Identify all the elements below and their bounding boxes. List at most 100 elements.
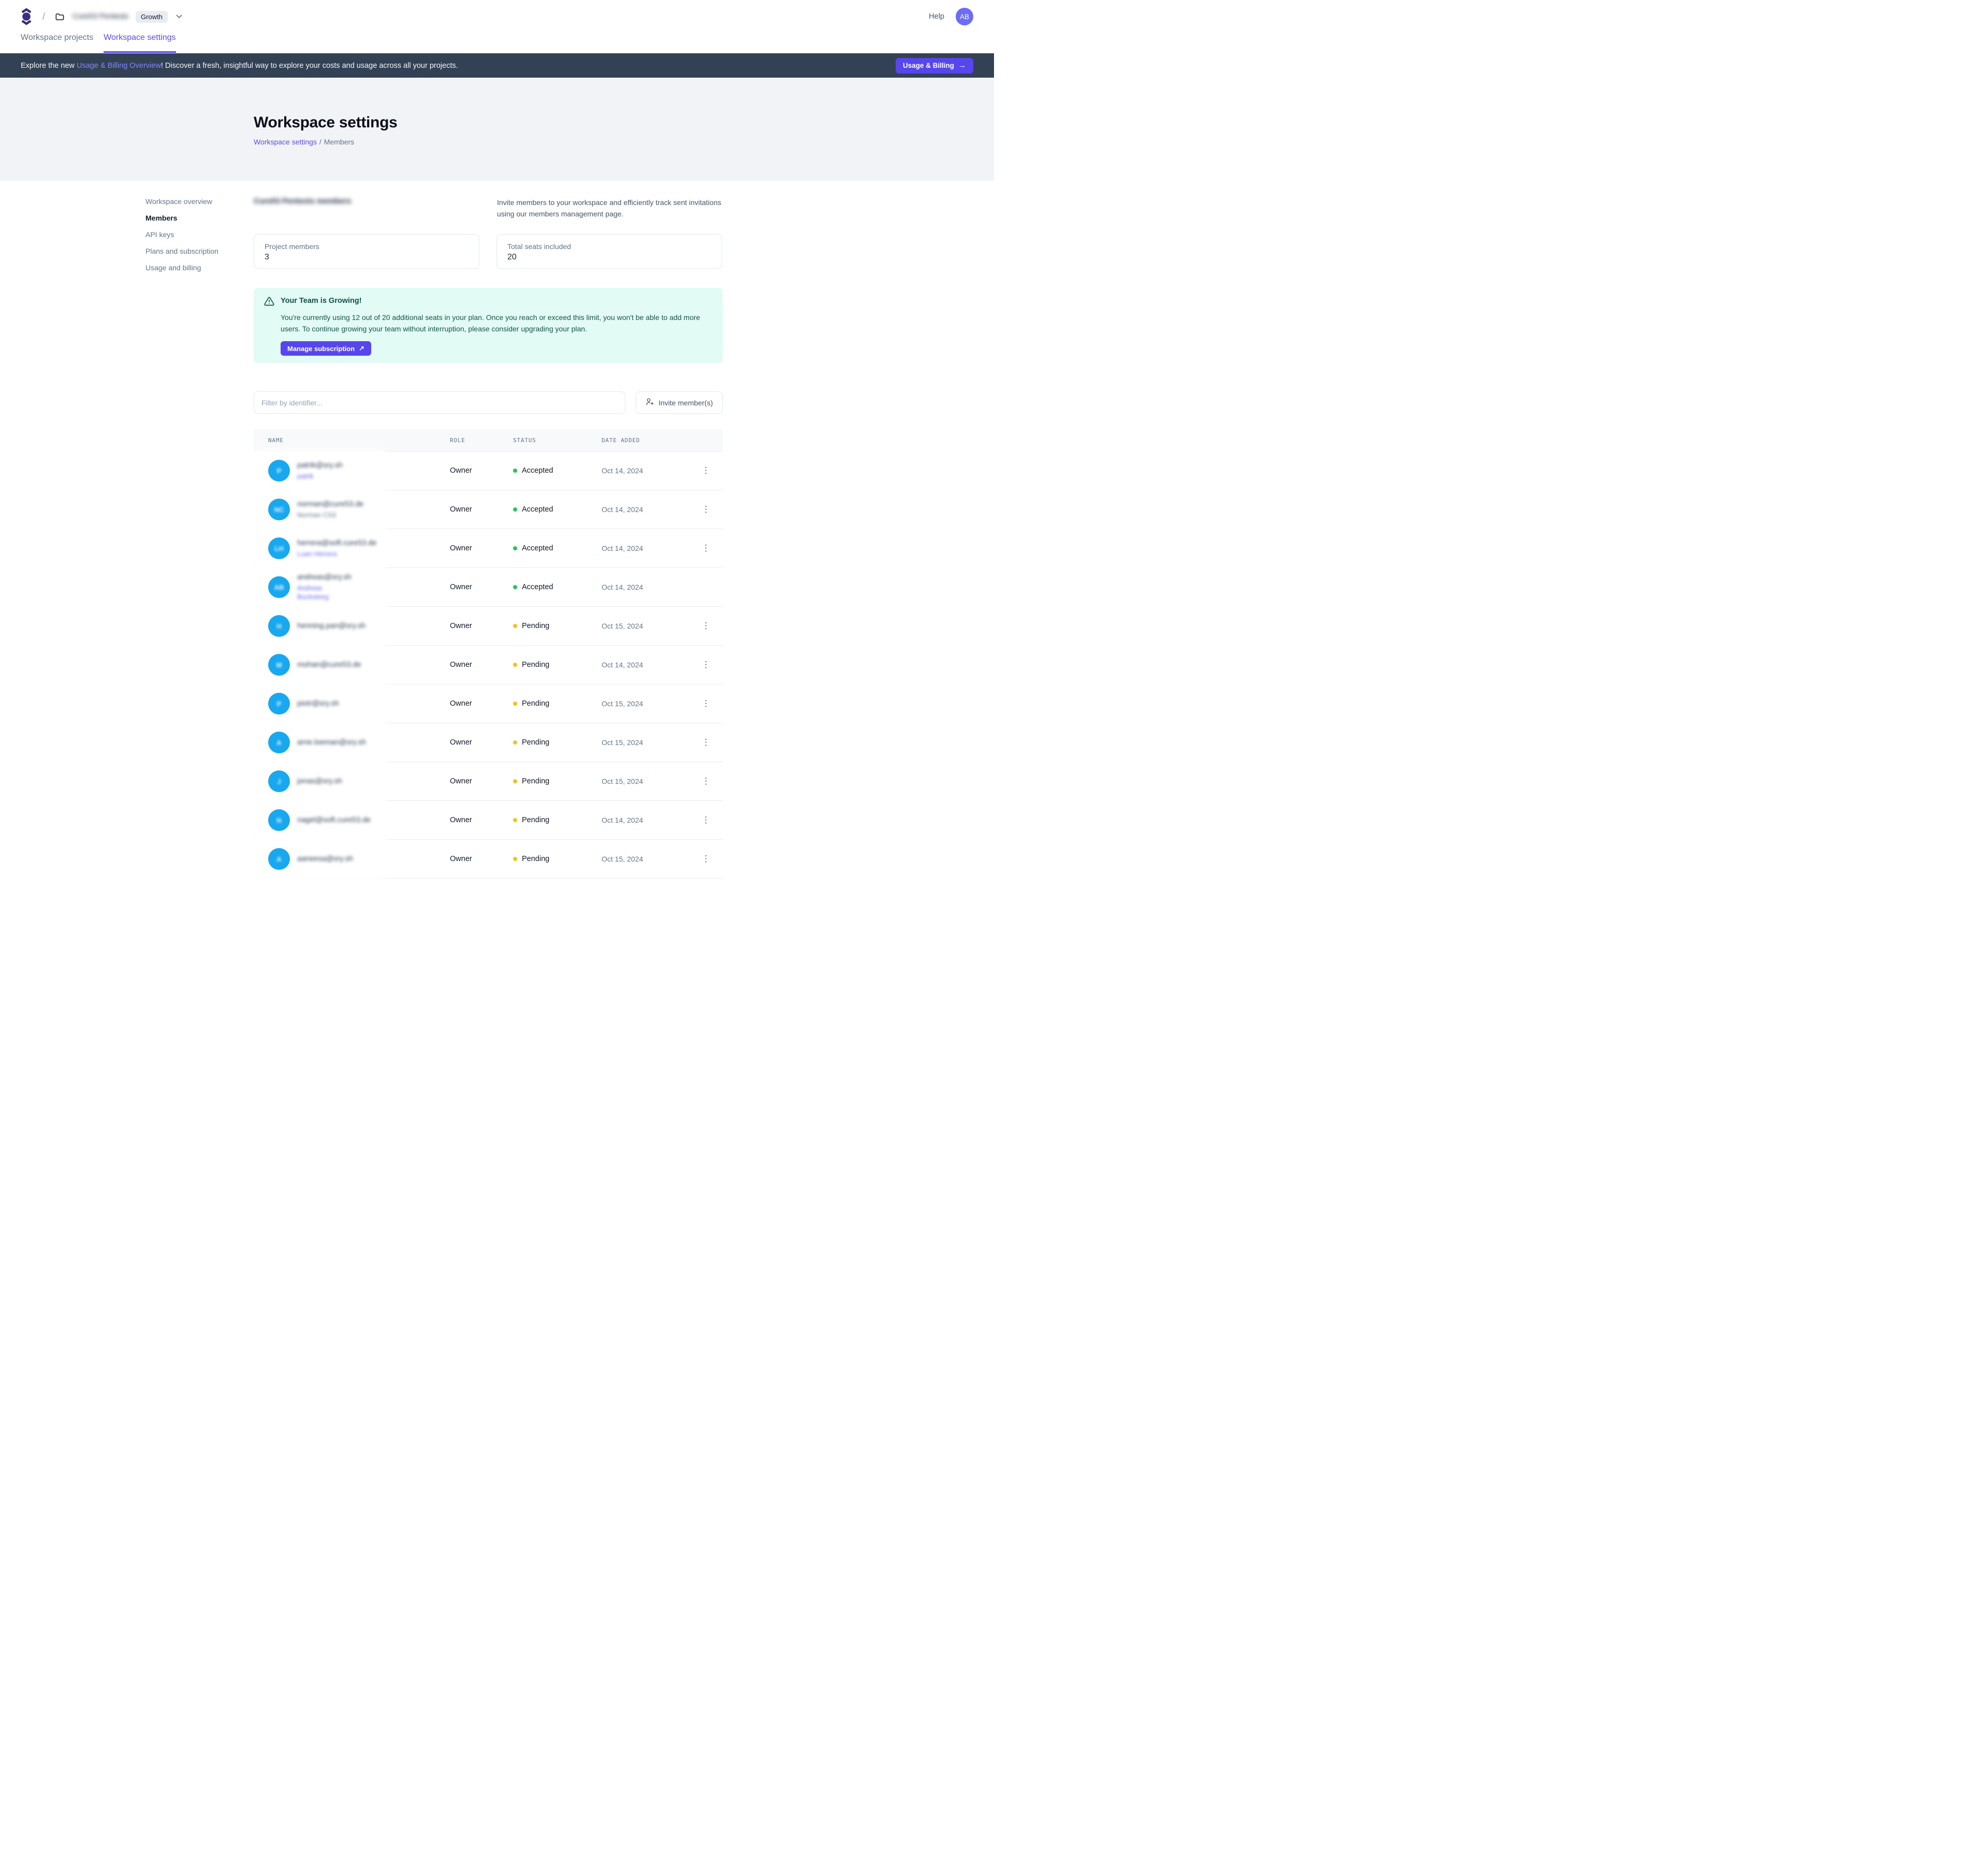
member-email: mohan@cure53.de xyxy=(297,661,361,669)
brand-logo-icon[interactable] xyxy=(21,8,32,25)
row-menu-button[interactable]: ⋮ xyxy=(701,776,710,786)
member-username[interactable]: Luan Herrera xyxy=(297,549,337,558)
avatar-initials: A xyxy=(276,738,282,747)
filter-input[interactable] xyxy=(254,391,625,414)
date-added: Oct 15, 2024 xyxy=(602,855,644,863)
row-menu-button[interactable]: ⋮ xyxy=(701,465,710,475)
member-email: andreas@sry.sh xyxy=(297,573,352,581)
table-row: A arne.loeman@sry.sh Owner Pending Oct 1… xyxy=(254,721,723,764)
sidebar-item-members[interactable]: Members xyxy=(145,214,178,222)
page-title: Workspace settings xyxy=(254,114,398,131)
row-menu-button[interactable]: ⋮ xyxy=(701,814,710,825)
row-actions: ⋮ xyxy=(689,660,723,670)
row-actions: ⋮ xyxy=(689,621,723,631)
date-added: Oct 15, 2024 xyxy=(602,622,644,630)
row-menu-button[interactable]: ⋮ xyxy=(701,698,710,708)
row-actions: ⋮ xyxy=(689,699,723,709)
top-navbar: / Cure53 Pentests Growth Help AB xyxy=(0,0,994,33)
member-role: Owner xyxy=(450,622,472,630)
sidebar-item-usage-billing[interactable]: Usage and billing xyxy=(145,264,201,272)
alert-body: You're currently using 12 out of 20 addi… xyxy=(281,313,700,333)
member-status: Accepted xyxy=(513,583,602,591)
usage-billing-overview-link[interactable]: Usage & Billing Overview xyxy=(77,61,161,70)
member-avatar: LH xyxy=(268,537,290,559)
member-email: norman@cure53.de xyxy=(297,500,364,508)
member-status: Pending xyxy=(513,622,602,630)
status-label: Pending xyxy=(522,777,550,785)
table-body: P patrik@sry.sh patrik Owner Accepted Oc… xyxy=(254,449,723,881)
member-email: arne.loeman@sry.sh xyxy=(297,738,366,747)
status-label: Pending xyxy=(522,816,550,824)
member-username[interactable]: Norman CS3 xyxy=(297,511,337,519)
stat-value: 3 xyxy=(265,253,269,261)
row-menu-button[interactable]: ⋮ xyxy=(701,659,710,669)
date-added: Oct 14, 2024 xyxy=(602,816,644,824)
row-menu-button[interactable]: ⋮ xyxy=(701,504,710,514)
row-actions: ⋮ xyxy=(689,815,723,825)
status-dot xyxy=(513,818,517,822)
member-username[interactable]: patrik xyxy=(297,472,314,480)
row-actions: ⋮ xyxy=(689,738,723,748)
usage-billing-button[interactable]: Usage & Billing → xyxy=(895,57,973,74)
member-name-cell: P piotr@sry.sh xyxy=(254,688,450,720)
member-email: nagel@soft.cure53.de xyxy=(297,816,371,824)
date-added: Oct 15, 2024 xyxy=(602,777,644,785)
row-menu-button[interactable]: ⋮ xyxy=(701,620,710,631)
avatar-initials: LH xyxy=(274,544,284,552)
status-label: Pending xyxy=(522,622,550,630)
member-role: Owner xyxy=(450,738,472,747)
date-added: Oct 15, 2024 xyxy=(602,699,644,708)
usage-billing-banner: Explore the new Usage & Billing Overview… xyxy=(0,53,994,78)
members-panel: Cure53 Pentests members Invite members t… xyxy=(254,197,723,881)
help-link[interactable]: Help xyxy=(929,12,944,21)
chevron-down-icon[interactable] xyxy=(176,14,182,19)
sidebar-item-workspace-overview[interactable]: Workspace overview xyxy=(145,197,212,206)
row-menu-button[interactable]: ⋮ xyxy=(701,737,710,747)
members-section-title: Cure53 Pentests members xyxy=(254,197,352,206)
member-status: Pending xyxy=(513,777,602,785)
member-name-cell: P patrik@sry.sh patrik xyxy=(254,455,450,487)
status-label: Accepted xyxy=(522,505,553,514)
row-actions: ⋮ xyxy=(689,544,723,553)
table-header: NAME ROLE STATUS DATE ADDED xyxy=(254,429,723,451)
member-username[interactable]: Andreas Bucksteeg xyxy=(297,584,329,601)
column-header-name: NAME xyxy=(268,436,284,444)
status-label: Pending xyxy=(522,855,550,863)
table-row: J jonas@sry.sh Owner Pending Oct 15, 202… xyxy=(254,760,723,803)
member-email: piotr@sry.sh xyxy=(297,699,339,708)
row-menu-button[interactable]: ⋮ xyxy=(701,853,710,864)
status-dot xyxy=(513,624,517,628)
stat-label: Total seats included xyxy=(507,242,571,251)
status-label: Pending xyxy=(522,661,550,669)
table-row: H henning.pan@sry.sh Owner Pending Oct 1… xyxy=(254,604,723,648)
breadcrumb-link-workspace-settings[interactable]: Workspace settings xyxy=(254,138,317,146)
tab-workspace-settings[interactable]: Workspace settings xyxy=(104,33,176,53)
member-name-cell: M mohan@cure53.de xyxy=(254,649,450,681)
breadcrumb-current: Members xyxy=(324,138,355,146)
table-row: N nagel@soft.cure53.de Owner Pending Oct… xyxy=(254,798,723,842)
member-role: Owner xyxy=(450,466,472,475)
tab-workspace-projects[interactable]: Workspace projects xyxy=(21,33,94,42)
page-header: Workspace settings Workspace settings / Me… xyxy=(0,78,994,181)
manage-subscription-button[interactable]: Manage subscription ↗ xyxy=(281,341,371,356)
status-label: Pending xyxy=(522,738,550,747)
status-dot xyxy=(513,507,517,512)
project-members-card: Project members 3 xyxy=(254,234,479,269)
member-status: Accepted xyxy=(513,466,602,475)
total-seats-card: Total seats included 20 xyxy=(496,234,722,269)
workspace-name[interactable]: Cure53 Pentests xyxy=(72,12,129,21)
settings-sidenav: Workspace overview Members API keys Plan… xyxy=(145,197,254,879)
avatar-initials: A xyxy=(276,855,282,863)
member-role: Owner xyxy=(450,505,472,514)
members-table: NAME ROLE STATUS DATE ADDED P patrik@sry… xyxy=(254,429,723,881)
invite-members-button[interactable]: Invite member(s) xyxy=(636,391,723,414)
arrow-up-right-icon: ↗ xyxy=(359,344,364,352)
sidebar-item-api-keys[interactable]: API keys xyxy=(145,230,174,239)
sidebar-item-plans-subscription[interactable]: Plans and subscription xyxy=(145,247,218,255)
row-menu-button[interactable]: ⋮ xyxy=(701,543,710,553)
user-avatar[interactable]: AB xyxy=(956,8,973,25)
status-label: Accepted xyxy=(522,583,553,591)
status-dot xyxy=(513,663,517,667)
column-header-status: STATUS xyxy=(513,436,536,444)
members-toolbar: Invite member(s) xyxy=(254,391,723,414)
